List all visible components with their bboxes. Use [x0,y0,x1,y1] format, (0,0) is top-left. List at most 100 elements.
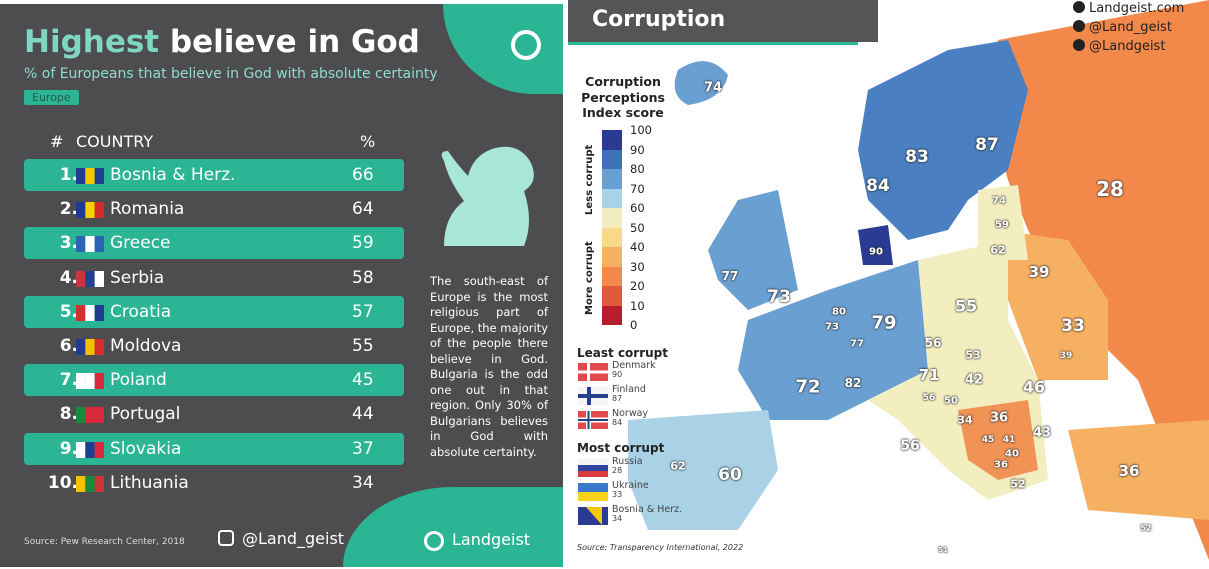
percent-value: 34 [352,472,374,493]
map-source: Source: Transparency International, 2022 [577,543,744,552]
country-name: Lithuania [110,472,189,493]
table-row: 8. Portugal 44 [24,398,404,430]
table-row: 1. Bosnia & Herz. 66 [24,159,404,191]
scale-tick: 90 [630,142,645,157]
legend-title: Corruption Perceptions Index score [581,74,665,121]
table-row: 4. Serbia 58 [24,262,404,294]
map-score-label: 52 [1140,523,1152,533]
region-baltics [978,185,1028,260]
rank: 4. [59,267,78,288]
website-icon [1073,1,1085,13]
country-score: 87 [612,394,623,404]
instagram-icon [1073,20,1085,32]
rank: 9. [59,438,78,459]
percent-value: 64 [352,199,374,220]
flag-icon [76,304,104,321]
header-percent: % [360,132,376,151]
map-score-label: 28 [1096,177,1124,201]
infographic-title: Highest believe in God [24,24,420,60]
percent-value: 59 [352,233,374,254]
map-score-label: 41 [1002,435,1016,445]
map-score-label: 62 [990,243,1006,257]
region-russia [988,0,1209,560]
map-score-label: 79 [871,312,897,334]
corner-decoration [343,487,563,567]
rank: 1. [59,165,78,185]
scale-swatch [602,266,622,286]
map-score-label: 45 [981,435,995,445]
social-link[interactable]: @Landgeist [1073,39,1165,54]
rank: 7. [59,370,78,391]
region-iceland [674,61,728,105]
flag-icon [76,407,104,424]
map-score-label: 33 [1061,316,1085,336]
rank: 3. [59,233,78,254]
table-row: 6. Moldova 55 [24,330,404,362]
map-score-label: 90 [869,246,883,258]
country-score: 84 [612,418,623,428]
religion-infographic: Highest believe in God % of Europeans th… [0,4,563,567]
map-score-label: 73 [825,321,839,333]
country-name: Norway [612,408,649,419]
region-denmark [858,225,893,265]
region-western-europe [738,260,928,420]
infographic-subtitle: % of Europeans that believe in God with … [24,66,438,82]
table-row: 3. Greece 59 [24,227,404,260]
map-score-label: 34 [957,413,973,427]
flag-icon [578,363,608,381]
country-name: Ukraine [612,480,649,491]
scale-tick: 80 [630,162,645,176]
least-corrupt-heading: Least corrupt [577,346,669,360]
globe-icon [511,30,541,60]
map-score-label: 87 [975,135,999,155]
flag-icon [76,168,104,184]
scale-swatch [602,188,622,208]
scale-tick: 20 [630,279,645,293]
scale-tick: 30 [630,259,645,274]
country-name: Croatia [110,301,172,322]
map-score-label: 80 [832,306,846,318]
country-name: Greece [110,233,171,254]
rank: 2. [59,199,78,220]
map-score-label: 72 [795,376,821,398]
flag-icon [76,373,104,390]
country-name: Bosnia & Herz. [110,165,236,185]
source-note: Source: Pew Research Center, 2018 [24,537,185,547]
flag-icon [578,459,608,477]
country-name: Slovakia [110,438,182,459]
map-score-label: 46 [1022,377,1046,397]
brand-name: Landgeist [452,530,531,549]
flag-icon [578,387,608,405]
map-score-label: 53 [965,348,981,362]
percent-value: 44 [352,404,374,425]
scale-swatch [602,149,622,169]
map-score-label: 73 [767,287,791,307]
percent-value: 66 [352,165,374,185]
flag-icon [76,339,104,355]
map-score-label: 36 [1118,462,1140,480]
country-name: Bosnia & Herz. [612,504,683,515]
table-row: 7. Poland 45 [24,364,404,397]
globe-icon [424,531,444,551]
table-row: 2. Romania 64 [24,193,404,225]
social-link[interactable]: @Land_geist [1073,20,1172,35]
map-score-label: 50 [944,395,958,407]
region-uk-ireland [708,190,798,310]
country-name: Poland [110,370,167,391]
percent-value: 58 [352,267,374,288]
map-score-label: 62 [670,459,686,473]
instagram-handle: @Land_geist [218,529,344,548]
scale-tick: 60 [630,201,645,215]
map-score-label: 83 [905,147,929,167]
country-name: Finland [612,384,646,395]
social-link[interactable]: Landgeist.com [1073,1,1184,16]
map-score-label: 56 [924,336,942,350]
percent-value: 37 [352,438,374,459]
flag-icon [76,236,104,253]
scale-tick: 100 [630,123,652,137]
map-score-label: 60 [718,465,742,485]
map-score-label: 77 [721,269,739,283]
map-score-label: 56 [922,393,936,403]
map-score-label: 42 [964,372,984,388]
most-corrupt-heading: Most corrupt [577,441,665,455]
